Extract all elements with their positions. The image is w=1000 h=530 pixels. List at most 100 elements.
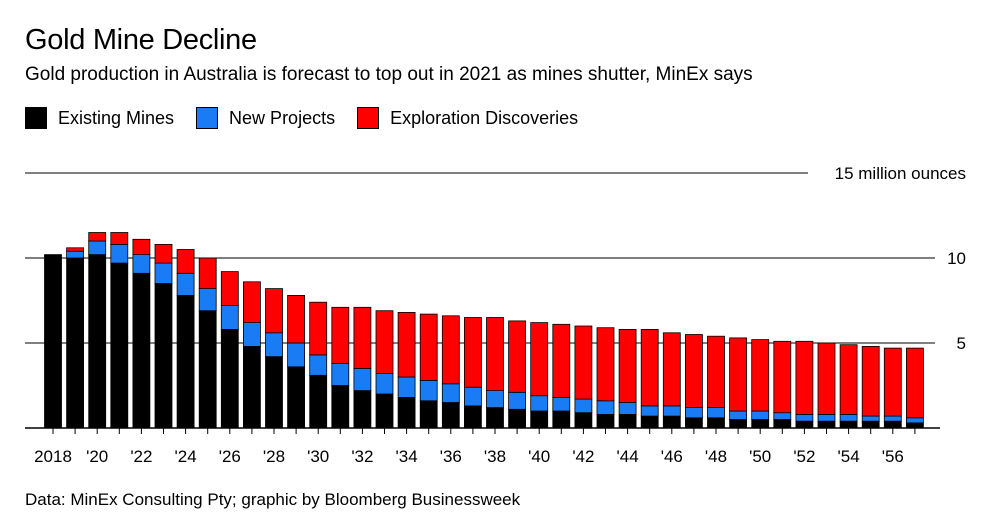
- bar-new-projects-2022: [132, 254, 151, 274]
- bar-new-projects-2054: [839, 413, 858, 422]
- bar-exploration-discoveries-2048: [707, 335, 725, 409]
- bar-existing-mines-2028: [265, 356, 283, 429]
- bar-new-projects-2024: [176, 272, 195, 296]
- x-tick-label-2040: '40: [528, 447, 550, 466]
- bar-new-projects-2021: [110, 243, 129, 264]
- bar-exploration-discoveries-2025: [198, 257, 217, 290]
- bar-exploration-discoveries-2042: [574, 325, 593, 400]
- bar-existing-mines-2030: [309, 374, 328, 429]
- bar-exploration-discoveries-2028: [265, 288, 283, 334]
- legend-swatch-exploration-discoveries: [357, 107, 380, 129]
- bar-exploration-discoveries-2023: [154, 243, 173, 264]
- bar-existing-mines-2040: [530, 410, 549, 429]
- bar-existing-mines-2024: [176, 294, 195, 429]
- bar-new-projects-2044: [618, 402, 637, 415]
- bar-existing-mines-2020: [88, 254, 107, 429]
- bar-existing-mines-2032: [353, 390, 372, 429]
- bar-new-projects-2057: [906, 417, 924, 424]
- bar-new-projects-2043: [596, 400, 615, 415]
- bar-exploration-discoveries-2043: [596, 327, 615, 402]
- bar-exploration-discoveries-2021: [110, 232, 129, 245]
- bar-new-projects-2055: [861, 415, 880, 422]
- bar-existing-mines-2050: [751, 419, 770, 429]
- bar-existing-mines-2052: [795, 420, 814, 429]
- x-tick-label-2032: '32: [351, 447, 373, 466]
- bar-exploration-discoveries-2022: [132, 238, 151, 256]
- legend-label-new-projects: New Projects: [229, 107, 336, 128]
- bar-existing-mines-2026: [220, 328, 239, 429]
- bar-new-projects-2035: [419, 379, 438, 402]
- bar-existing-mines-2057: [906, 422, 924, 429]
- bar-existing-mines-2045: [640, 415, 659, 429]
- bar-exploration-discoveries-2053: [817, 342, 836, 415]
- x-tick-label-2042: '42: [572, 447, 594, 466]
- bar-new-projects-2049: [729, 410, 747, 420]
- bar-existing-mines-2023: [154, 283, 173, 429]
- bar-existing-mines-2051: [773, 419, 792, 429]
- bar-exploration-discoveries-2040: [530, 322, 549, 397]
- bar-exploration-discoveries-2056: [883, 347, 902, 417]
- bar-new-projects-2036: [441, 383, 460, 403]
- bar-new-projects-2052: [795, 413, 814, 422]
- bar-new-projects-2046: [662, 405, 681, 417]
- legend-item-exploration-discoveries: Exploration Discoveries: [357, 107, 578, 129]
- bar-exploration-discoveries-2050: [751, 339, 770, 412]
- bar-existing-mines-2049: [729, 419, 747, 429]
- bar-existing-mines-2035: [419, 400, 438, 429]
- legend-item-existing-mines: Existing Mines: [25, 107, 174, 129]
- bar-exploration-discoveries-2030: [309, 301, 328, 356]
- bar-existing-mines-2022: [132, 272, 151, 429]
- bar-exploration-discoveries-2019: [66, 247, 84, 252]
- bar-existing-mines-2056: [883, 420, 902, 429]
- x-tick-label-2022: '22: [130, 447, 152, 466]
- bar-new-projects-2032: [353, 368, 372, 392]
- bar-existing-mines-2046: [662, 415, 681, 429]
- bar-new-projects-2019: [66, 250, 84, 259]
- bar-existing-mines-2042: [574, 412, 593, 429]
- bar-exploration-discoveries-2041: [552, 323, 571, 398]
- legend-label-exploration-discoveries: Exploration Discoveries: [390, 107, 579, 128]
- bar-exploration-discoveries-2035: [419, 313, 438, 381]
- bar-exploration-discoveries-2051: [773, 340, 792, 414]
- bar-existing-mines-2034: [397, 396, 416, 429]
- x-tick-label-2054: '54: [838, 447, 860, 466]
- chart-subtitle: Gold production in Australia is forecast…: [25, 64, 753, 85]
- bar-exploration-discoveries-2044: [618, 328, 637, 403]
- bar-existing-mines-2039: [508, 408, 527, 429]
- x-tick-label-2056: '56: [882, 447, 904, 466]
- x-tick-label-2044: '44: [617, 447, 639, 466]
- bar-existing-mines-2055: [861, 420, 880, 429]
- legend-swatch-new-projects: [196, 107, 219, 129]
- bar-exploration-discoveries-2026: [220, 271, 239, 307]
- bar-exploration-discoveries-2027: [242, 281, 261, 323]
- bar-new-projects-2028: [265, 332, 283, 357]
- bar-new-projects-2030: [309, 354, 328, 376]
- x-tick-label-2026: '26: [219, 447, 241, 466]
- bar-existing-mines-2041: [552, 410, 571, 429]
- bar-new-projects-2050: [751, 410, 770, 420]
- legend: Existing Mines New Projects Exploration …: [25, 107, 600, 129]
- bar-existing-mines-2044: [618, 413, 637, 429]
- bar-existing-mines-2025: [198, 310, 217, 429]
- bar-existing-mines-2021: [110, 262, 129, 429]
- x-tick-label-2046: '46: [661, 447, 683, 466]
- bar-exploration-discoveries-2033: [375, 310, 394, 375]
- chart-title: Gold Mine Decline: [25, 24, 257, 56]
- bar-new-projects-2027: [242, 322, 261, 347]
- bar-new-projects-2029: [287, 342, 306, 368]
- bar-exploration-discoveries-2024: [176, 249, 195, 274]
- bar-new-projects-2023: [154, 262, 173, 284]
- bar-new-projects-2037: [463, 386, 482, 407]
- bar-exploration-discoveries-2036: [441, 315, 460, 385]
- bar-exploration-discoveries-2031: [331, 306, 350, 364]
- y-tick-label-15: 15 million ounces: [835, 164, 966, 183]
- bar-exploration-discoveries-2046: [662, 332, 681, 407]
- bar-exploration-discoveries-2057: [906, 347, 924, 419]
- bar-new-projects-2047: [685, 407, 703, 419]
- bar-existing-mines-2047: [685, 417, 703, 429]
- bar-new-projects-2045: [640, 405, 659, 417]
- x-tick-label-2038: '38: [484, 447, 506, 466]
- bar-new-projects-2042: [574, 398, 593, 414]
- legend-item-new-projects: New Projects: [196, 107, 335, 129]
- bar-new-projects-2041: [552, 396, 571, 412]
